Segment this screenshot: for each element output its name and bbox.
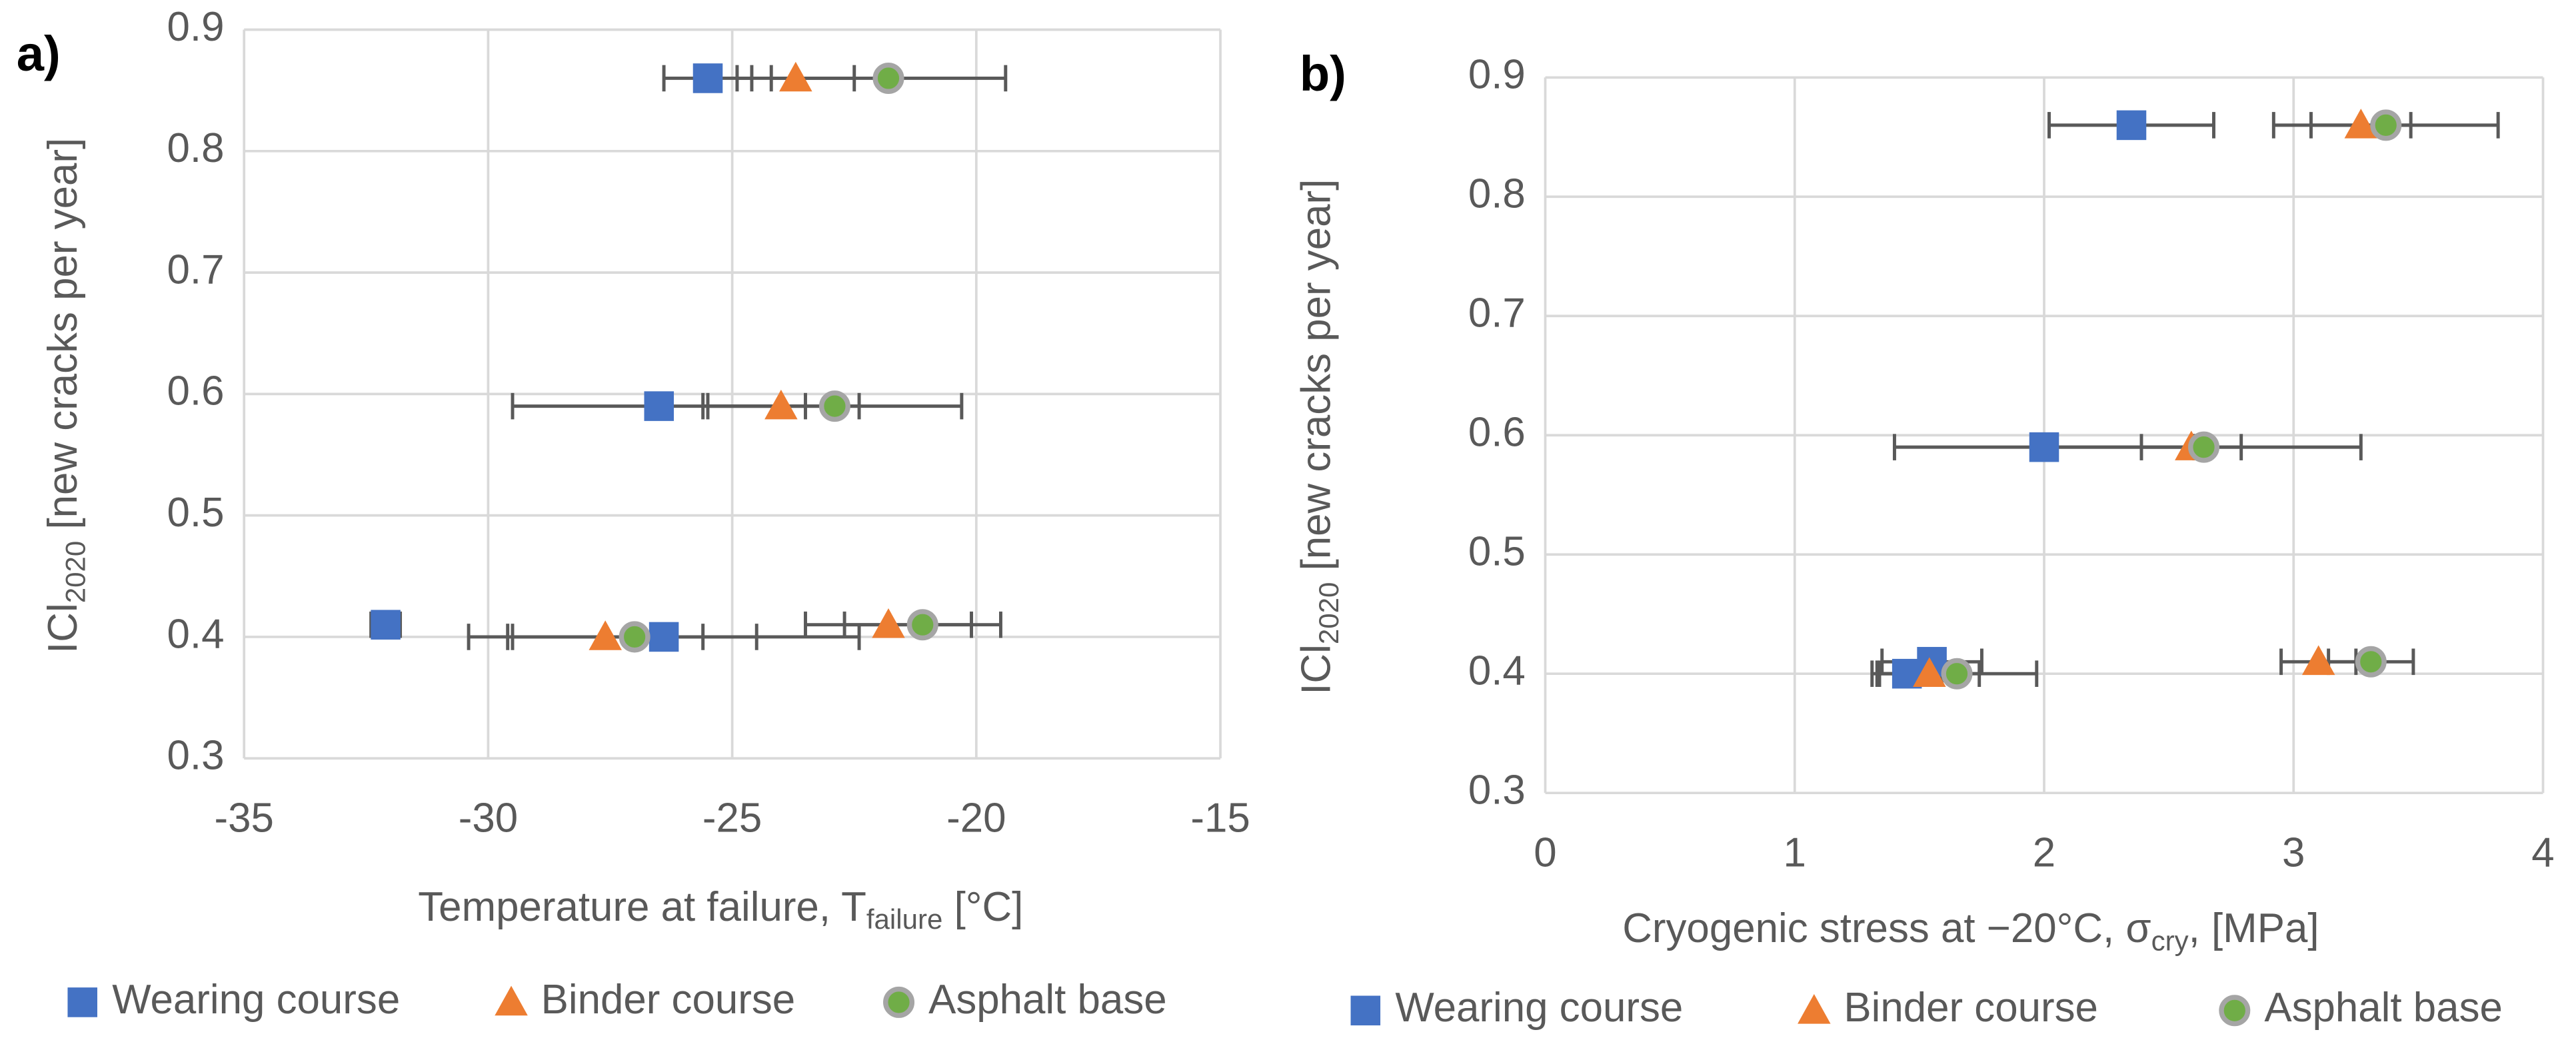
legend-marker — [67, 987, 97, 1017]
x-tick-label: -30 — [459, 795, 518, 841]
label-sub: failure — [866, 903, 943, 935]
y-tick-label: 0.4 — [167, 611, 225, 657]
x-tick-label: -20 — [946, 795, 1006, 841]
x-tick-label: 3 — [2282, 830, 2305, 876]
point — [2355, 646, 2387, 678]
point — [1941, 658, 1973, 690]
legend-marker — [495, 985, 528, 1016]
legend-label: Wearing course — [1395, 985, 1683, 1031]
legend-marker — [1350, 995, 1381, 1026]
point — [619, 621, 650, 653]
label-rest: [new cracks per year] — [40, 138, 86, 541]
x-tick-label: 0 — [1534, 830, 1556, 876]
label-rest: [°C] — [942, 884, 1023, 930]
point — [644, 391, 674, 421]
y-tick-label: 0.6 — [1468, 410, 1526, 456]
point — [2188, 431, 2220, 463]
x-tick-label: -25 — [702, 795, 762, 841]
point — [764, 389, 798, 420]
label-sub: 2020 — [59, 541, 91, 604]
point — [371, 610, 401, 640]
axis-label: ICl2020 [new cracks per year] — [1294, 179, 1344, 695]
label-rest: , [MPa] — [2189, 905, 2319, 951]
legend-marker — [2219, 995, 2251, 1027]
y-tick-label: 0.6 — [167, 368, 225, 414]
y-tick-label: 0.5 — [1468, 529, 1526, 575]
axis-label: Temperature at failure, Tfailure [°C] — [418, 884, 1023, 935]
y-tick-label: 0.8 — [1468, 171, 1526, 217]
y-tick-label: 0.3 — [167, 733, 225, 779]
legend-label: Asphalt base — [928, 977, 1167, 1023]
point — [2029, 432, 2059, 462]
y-tick-label: 0.7 — [1468, 290, 1526, 336]
legend-label: Asphalt base — [2264, 985, 2503, 1031]
panel-label: b) — [1300, 46, 1346, 101]
point — [2116, 110, 2147, 141]
point — [872, 608, 905, 638]
y-tick-label: 0.5 — [167, 490, 225, 536]
x-tick-label: 1 — [1784, 830, 1806, 876]
y-tick-label: 0.4 — [1468, 648, 1526, 694]
legend-label: Wearing course — [112, 977, 400, 1023]
x-tick-label: 2 — [2033, 830, 2055, 876]
axis-label: ICl2020 [new cracks per year] — [40, 138, 91, 654]
legend-marker — [1798, 994, 1831, 1024]
x-tick-label: -15 — [1190, 795, 1250, 841]
label-main: ICl — [40, 603, 86, 654]
point — [906, 609, 938, 641]
label-rest: [new cracks per year] — [1294, 179, 1340, 582]
y-tick-label: 0.9 — [1468, 52, 1526, 98]
point — [589, 620, 622, 650]
label-sub: 2020 — [1313, 582, 1344, 645]
point — [2370, 109, 2402, 141]
panel-label: a) — [17, 26, 61, 81]
y-tick-label: 0.8 — [167, 125, 225, 171]
label-main: Temperature at failure, T — [418, 884, 866, 930]
label-main: Cryogenic stress at −20°C, σ — [1622, 905, 2151, 951]
legend-label: Binder course — [541, 977, 796, 1023]
point — [2344, 109, 2378, 139]
point — [692, 63, 723, 93]
point — [2301, 645, 2335, 676]
point — [872, 62, 904, 94]
point — [779, 61, 812, 92]
point — [648, 622, 679, 652]
x-tick-label: 4 — [2531, 830, 2554, 876]
axis-label: Cryogenic stress at −20°C, σcry, [MPa] — [1622, 905, 2319, 956]
y-tick-label: 0.7 — [167, 247, 225, 292]
point — [818, 390, 850, 422]
label-main: ICl — [1294, 644, 1340, 695]
legend-label: Binder course — [1844, 985, 2098, 1031]
y-tick-label: 0.9 — [167, 4, 225, 50]
point — [1913, 657, 1946, 687]
x-tick-label: -35 — [215, 795, 274, 841]
label-sub: cry — [2151, 925, 2189, 956]
legend-marker — [883, 986, 915, 1018]
y-tick-label: 0.3 — [1468, 768, 1526, 813]
